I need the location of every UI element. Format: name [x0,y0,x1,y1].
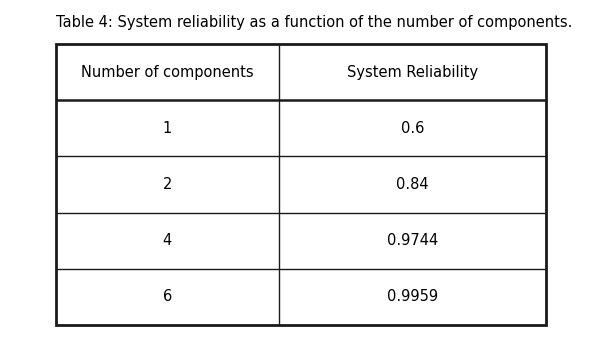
Text: 0.84: 0.84 [396,177,429,192]
Text: 6: 6 [163,289,172,304]
Text: 0.6: 0.6 [401,121,424,136]
Text: Table 4: System reliability as a function of the number of components.: Table 4: System reliability as a functio… [56,15,572,30]
Text: 0.9959: 0.9959 [387,289,438,304]
Text: 0.9744: 0.9744 [387,233,438,248]
Text: 2: 2 [163,177,172,192]
Text: 4: 4 [163,233,172,248]
Text: Number of components: Number of components [81,65,254,80]
Text: 1: 1 [163,121,172,136]
Text: System Reliability: System Reliability [347,65,478,80]
